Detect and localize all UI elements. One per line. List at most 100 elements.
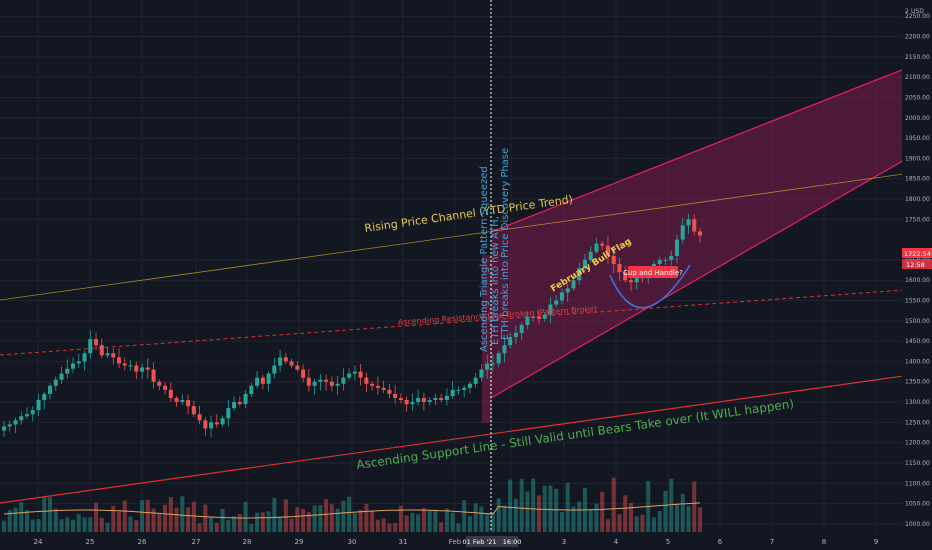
candle-body — [341, 377, 346, 384]
candle-body — [168, 389, 173, 398]
volume-bar — [381, 518, 386, 532]
volume-bar — [318, 505, 323, 532]
volume-bar — [657, 511, 662, 532]
candle-body — [502, 345, 507, 354]
volume-bar — [255, 512, 260, 532]
volume-bar — [450, 512, 455, 532]
price-tick-label: 2050.00 — [905, 94, 930, 101]
volume-bar — [473, 503, 478, 532]
candle-body — [444, 395, 449, 401]
volume-bar — [623, 495, 628, 532]
candle-body — [519, 324, 524, 334]
candle-body — [542, 314, 547, 319]
volume-bar — [111, 505, 116, 532]
cup-and-handle-curve — [609, 264, 691, 309]
volume-bar — [266, 511, 271, 532]
candle-body — [42, 393, 47, 401]
price-tick-label: 1950.00 — [905, 135, 930, 142]
candle-body — [82, 353, 87, 362]
candle-body — [634, 276, 639, 283]
volume-bar — [669, 478, 674, 532]
volume-bar — [180, 496, 185, 532]
candle-body — [536, 316, 541, 319]
candle-body — [94, 339, 99, 346]
volume-bar — [71, 519, 76, 532]
candle-body — [278, 357, 283, 366]
candle-body — [375, 385, 380, 388]
cup-handle-annotation: Cup and Handle? — [623, 269, 683, 277]
volume-bar — [370, 510, 375, 532]
candle-body — [421, 397, 426, 403]
volume-bar — [163, 504, 168, 532]
currency-label: USD — [911, 8, 924, 15]
volume-bar — [697, 507, 703, 532]
candle-body — [53, 379, 58, 386]
ascending-resistance-line — [0, 287, 932, 356]
time-tick-label: 28 — [243, 538, 252, 546]
time-tick-label: 24 — [34, 538, 43, 546]
candle-body — [427, 400, 432, 403]
candle-body — [24, 414, 30, 417]
candle-body — [214, 422, 219, 425]
volume-bar — [692, 481, 697, 532]
candle-body — [473, 377, 478, 384]
candlestick-series — [1, 213, 703, 437]
candle-body — [594, 243, 599, 252]
volume-bar — [571, 506, 576, 532]
volume-bar — [324, 499, 329, 532]
candle-body — [209, 422, 214, 429]
candle-body — [496, 353, 501, 364]
candle-body — [404, 400, 409, 405]
volume-bar — [628, 503, 633, 532]
candle-body — [657, 259, 662, 264]
candle-body — [186, 400, 191, 407]
volume-bar — [99, 517, 104, 532]
candle-body — [203, 420, 208, 429]
candle-body — [398, 397, 403, 401]
candle-body — [220, 418, 225, 425]
volume-bar — [421, 508, 426, 532]
time-tick-label: 3 — [562, 538, 566, 546]
volume-bar — [249, 523, 254, 532]
candle-body — [335, 383, 340, 386]
candle-body — [577, 268, 582, 281]
time-tick-label: Feb — [449, 538, 462, 546]
candle-body — [180, 400, 185, 403]
volume-bar — [536, 495, 541, 532]
volume-bar — [226, 519, 231, 532]
candle-body — [243, 393, 248, 405]
volume-bar — [674, 503, 680, 532]
volume-bar — [364, 503, 369, 532]
volume-bar — [1, 520, 7, 532]
volume-bar — [312, 505, 317, 532]
triangle-annotation-3: ETH breaks into Price Discovery Phase — [500, 148, 511, 340]
candle-body — [674, 239, 680, 256]
price-axis-panel[interactable] — [902, 0, 932, 550]
price-tick-label: 1350.00 — [905, 379, 930, 386]
price-tick-label: 1850.00 — [905, 176, 930, 183]
candle-body — [479, 369, 484, 378]
candle-body — [605, 245, 610, 256]
candle-body — [358, 371, 363, 378]
price-tick-label: 1150.00 — [905, 460, 930, 467]
volume-bar — [479, 506, 484, 532]
candle-body — [600, 243, 605, 246]
volume-bar — [513, 498, 518, 532]
time-tick-label: 29 — [295, 538, 304, 546]
volume-bar — [559, 512, 564, 532]
volume-bar — [295, 507, 300, 532]
candle-body — [697, 231, 703, 236]
volume-bar — [496, 498, 501, 532]
volume-bar — [306, 512, 311, 532]
volume-bar — [191, 501, 196, 532]
axis-scale-note: 2 — [905, 8, 909, 15]
volume-bar — [577, 501, 582, 532]
volume-bar — [232, 516, 237, 532]
volume-bar — [128, 516, 133, 532]
volume-bar — [48, 497, 53, 532]
candle-body — [485, 363, 490, 370]
volume-bar — [663, 490, 668, 532]
candle-body — [686, 219, 691, 226]
volume-bar — [19, 502, 24, 532]
